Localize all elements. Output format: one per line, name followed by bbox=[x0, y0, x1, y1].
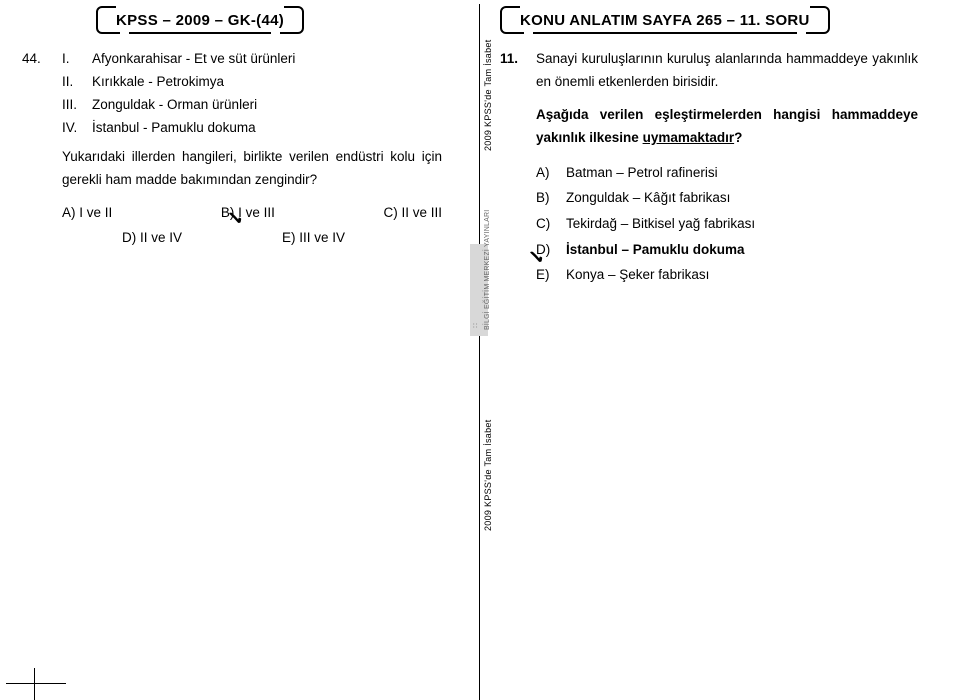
choice: D) II ve IV bbox=[122, 227, 282, 250]
choice-letter: E) bbox=[536, 262, 566, 288]
para2-part-b: ? bbox=[734, 130, 742, 145]
roman-item: I. Afyonkarahisar - Et ve süt ürünleri bbox=[62, 48, 442, 71]
left-banner-text: KPSS – 2009 – GK-(44) bbox=[116, 12, 284, 29]
roman-item: IV. İstanbul - Pamuklu dokuma bbox=[62, 117, 442, 140]
choice-letter: C) bbox=[536, 211, 566, 237]
question-number: 11. bbox=[500, 48, 536, 288]
left-banner: KPSS – 2009 – GK-(44) bbox=[96, 6, 304, 34]
roman-text: Afyonkarahisar - Et ve süt ürünleri bbox=[92, 48, 295, 71]
roman-item: III. Zonguldak - Orman ürünleri bbox=[62, 94, 442, 117]
question-11: 11. Sanayi kuruluşlarının kuruluş alanla… bbox=[500, 48, 918, 288]
roman-num: III. bbox=[62, 94, 92, 117]
question-44: 44. I. Afyonkarahisar - Et ve süt ürünle… bbox=[22, 48, 440, 250]
choice: ✓ D) İstanbul – Pamuklu dokuma bbox=[536, 237, 918, 263]
choice: ✓ B) I ve III bbox=[221, 202, 275, 225]
choice-text: İstanbul – Pamuklu dokuma bbox=[566, 237, 745, 263]
choice: E) Konya – Şeker fabrikası bbox=[536, 262, 918, 288]
question-stem: Yukarıdaki illerden hangileri, birlikte … bbox=[62, 146, 442, 192]
right-banner-wrap: KONU ANLATIM SAYFA 265 – 11. SORU bbox=[500, 6, 918, 48]
choice-text: Konya – Şeker fabrikası bbox=[566, 262, 709, 288]
choice-label: D) II ve IV bbox=[122, 230, 182, 245]
choice: C) Tekirdağ – Bitkisel yağ fabrikası bbox=[536, 211, 918, 237]
choice-text: Zonguldak – Kâğıt fabrikası bbox=[566, 185, 730, 211]
choice-text: Tekirdağ – Bitkisel yağ fabrikası bbox=[566, 211, 755, 237]
choice: E) III ve IV bbox=[282, 227, 442, 250]
choice: B) Zonguldak – Kâğıt fabrikası bbox=[536, 185, 918, 211]
left-column: KPSS – 2009 – GK-(44) 44. I. Afyonkarahi… bbox=[0, 0, 470, 700]
roman-text: Zonguldak - Orman ürünleri bbox=[92, 94, 257, 117]
roman-list: I. Afyonkarahisar - Et ve süt ürünleri I… bbox=[62, 48, 442, 140]
roman-num: II. bbox=[62, 71, 92, 94]
choice-letter: B) bbox=[536, 185, 566, 211]
roman-text: Kırıkkale - Petrokimya bbox=[92, 71, 224, 94]
choices-row-1: A) I ve II ✓ B) I ve III C) II ve III bbox=[62, 202, 442, 225]
choices-block: A) Batman – Petrol rafinerisi B) Zonguld… bbox=[536, 160, 918, 288]
choice-label: B) I ve III bbox=[221, 205, 275, 220]
question-para2: Aşağıda verilen eşleştirmelerden hangisi… bbox=[536, 104, 918, 150]
choice: C) II ve III bbox=[383, 202, 442, 225]
choice-label: C) II ve III bbox=[383, 205, 442, 220]
right-banner-text: KONU ANLATIM SAYFA 265 – 11. SORU bbox=[520, 12, 810, 29]
choice-letter: D) bbox=[536, 237, 566, 263]
page: KPSS – 2009 – GK-(44) 44. I. Afyonkarahi… bbox=[0, 0, 960, 700]
choice: A) I ve II bbox=[62, 202, 112, 225]
choice-label: E) III ve IV bbox=[282, 230, 345, 245]
roman-item: II. Kırıkkale - Petrokimya bbox=[62, 71, 442, 94]
choice-letter: A) bbox=[536, 160, 566, 186]
choice-label: A) I ve II bbox=[62, 205, 112, 220]
question-body: I. Afyonkarahisar - Et ve süt ürünleri I… bbox=[62, 48, 442, 250]
roman-text: İstanbul - Pamuklu dokuma bbox=[92, 117, 256, 140]
left-banner-wrap: KPSS – 2009 – GK-(44) bbox=[22, 6, 440, 48]
question-number: 44. bbox=[22, 48, 62, 250]
question-body: Sanayi kuruluşlarının kuruluş alanlarınd… bbox=[536, 48, 918, 288]
roman-num: IV. bbox=[62, 117, 92, 140]
right-column: KONU ANLATIM SAYFA 265 – 11. SORU 11. Sa… bbox=[470, 0, 940, 700]
para2-underlined: uymamaktadır bbox=[643, 130, 735, 145]
choice-text: Batman – Petrol rafinerisi bbox=[566, 160, 718, 186]
choices-row-2: D) II ve IV E) III ve IV bbox=[62, 227, 442, 250]
right-banner: KONU ANLATIM SAYFA 265 – 11. SORU bbox=[500, 6, 830, 34]
roman-num: I. bbox=[62, 48, 92, 71]
question-para1: Sanayi kuruluşlarının kuruluş alanlarınd… bbox=[536, 48, 918, 94]
choice: A) Batman – Petrol rafinerisi bbox=[536, 160, 918, 186]
crop-mark-icon bbox=[6, 674, 66, 694]
